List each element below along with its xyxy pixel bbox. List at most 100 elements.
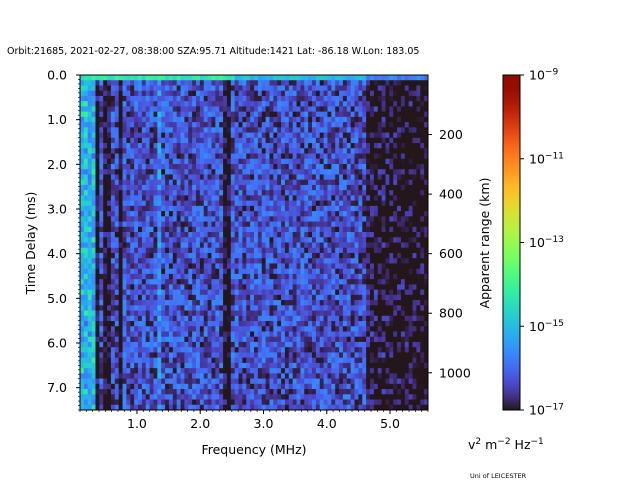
heatmap-cell: [141, 232, 147, 238]
heatmap-cell: [230, 268, 236, 275]
heatmap-cell: [257, 101, 263, 107]
heatmap-cell: [424, 127, 428, 133]
heatmap-cell: [215, 111, 220, 118]
heatmap-cell: [377, 321, 382, 327]
heatmap-cell: [114, 347, 120, 353]
heatmap-cell: [87, 289, 92, 296]
heatmap-cell: [130, 273, 135, 280]
heatmap-cell: [397, 221, 402, 228]
heatmap-cell: [416, 122, 421, 128]
heatmap-cell: [176, 163, 181, 170]
heatmap-cell: [308, 326, 313, 332]
heatmap-cell: [281, 195, 286, 202]
heatmap-cell: [389, 252, 394, 259]
heatmap-cell: [323, 321, 328, 327]
heatmap-cell: [362, 95, 367, 102]
heatmap-cell: [107, 326, 112, 332]
heatmap-cell: [362, 289, 367, 296]
heatmap-cell: [254, 237, 259, 243]
heatmap-cell: [165, 122, 170, 128]
heatmap-cell: [238, 163, 243, 170]
heatmap-cell: [254, 294, 259, 301]
heatmap-cell: [354, 75, 359, 81]
heatmap-cell: [219, 294, 224, 301]
heatmap-cell: [211, 90, 216, 97]
heatmap-cell: [277, 347, 282, 353]
heatmap-cell: [188, 357, 193, 364]
heatmap-cell: [230, 305, 236, 311]
heatmap-cell: [331, 85, 336, 92]
heatmap-cell: [99, 137, 104, 144]
heatmap-cell: [412, 184, 417, 191]
heatmap-cell: [269, 341, 274, 348]
heatmap-cell: [207, 263, 212, 270]
heatmap-cell: [114, 284, 120, 291]
heatmap-cell: [95, 158, 100, 165]
heatmap-cell: [80, 341, 85, 348]
heatmap-cell: [192, 148, 197, 154]
heatmap-cell: [420, 158, 425, 165]
heatmap-cell: [91, 163, 96, 170]
heatmap-cell: [80, 216, 85, 222]
heatmap-cell: [373, 321, 379, 327]
heatmap-cell: [223, 184, 228, 191]
heatmap-cell: [304, 85, 309, 92]
heatmap-cell: [281, 273, 286, 280]
heatmap-cell: [389, 258, 394, 264]
heatmap-cell: [80, 263, 85, 270]
heatmap-cell: [261, 237, 266, 243]
heatmap-cell: [370, 195, 375, 202]
heatmap-cell: [83, 143, 89, 149]
heatmap-cell: [389, 315, 394, 322]
heatmap-cell: [211, 252, 216, 259]
heatmap-cell: [389, 326, 394, 332]
heatmap-cell: [211, 341, 216, 348]
heatmap-cell: [323, 95, 328, 102]
heatmap-cell: [145, 258, 150, 264]
heatmap-cell: [134, 268, 139, 275]
heatmap-cell: [304, 211, 309, 217]
heatmap-cell: [366, 357, 371, 364]
heatmap-cell: [370, 90, 375, 97]
heatmap-cell: [219, 158, 224, 165]
heatmap-cell: [408, 111, 413, 118]
heatmap-cell: [312, 357, 317, 364]
heatmap-cell: [168, 158, 174, 165]
heatmap-cell: [87, 357, 92, 364]
heatmap-cell: [327, 200, 332, 207]
heatmap-cell: [354, 148, 359, 154]
heatmap-cell: [168, 357, 174, 364]
heatmap-cell: [335, 347, 340, 353]
heatmap-cell: [242, 90, 247, 97]
heatmap-cell: [87, 80, 92, 86]
heatmap-cell: [397, 237, 402, 243]
heatmap-cell: [238, 362, 243, 369]
heatmap-cell: [265, 357, 270, 364]
heatmap-cell: [87, 95, 92, 102]
heatmap-cell: [400, 111, 406, 118]
heatmap-cell: [304, 315, 309, 322]
heatmap-cell: [141, 80, 147, 86]
heatmap-cell: [103, 237, 108, 243]
heatmap-cell: [339, 158, 344, 165]
heatmap-cell: [339, 80, 344, 86]
heatmap-cell: [199, 221, 205, 228]
heatmap-cell: [246, 226, 251, 233]
heatmap-cell: [424, 80, 428, 86]
heatmap-cell: [161, 268, 166, 275]
heatmap-cell: [157, 143, 162, 149]
heatmap-cell: [300, 137, 305, 144]
heatmap-cell: [350, 310, 355, 317]
heatmap-cell: [110, 75, 116, 81]
heatmap-cell: [110, 153, 116, 160]
heatmap-cell: [265, 263, 270, 270]
heatmap-cell: [203, 190, 208, 196]
heatmap-cell: [327, 158, 332, 165]
heatmap-cell: [226, 284, 232, 291]
heatmap-cell: [211, 169, 216, 175]
heatmap-cell: [188, 211, 193, 217]
heatmap-cell: [91, 122, 96, 128]
heatmap-cell: [130, 247, 135, 254]
heatmap-cell: [215, 75, 220, 81]
heatmap-cell: [366, 268, 371, 275]
